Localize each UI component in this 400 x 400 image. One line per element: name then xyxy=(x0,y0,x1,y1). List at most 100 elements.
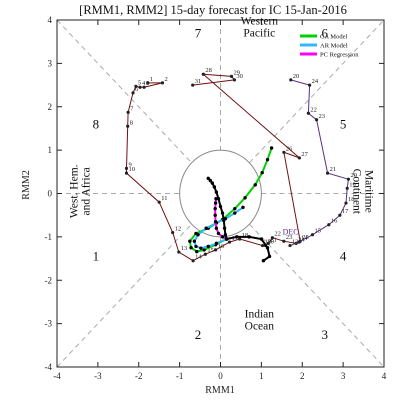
observed-point-jan xyxy=(308,83,312,87)
forecast-point xyxy=(214,241,219,246)
forecast-point xyxy=(253,183,257,187)
phase-number: 8 xyxy=(93,116,100,131)
region-label-line: Western xyxy=(241,16,279,28)
observed-point-label: 16 xyxy=(218,243,225,250)
observed-point-label-jan: 16 xyxy=(331,218,338,225)
observed-point-label-jan: 21 xyxy=(330,166,337,173)
observed-point-label-jan: 23 xyxy=(319,113,326,120)
legend-label: CA Model xyxy=(320,34,347,41)
forecast-point xyxy=(196,233,200,237)
forecast-point xyxy=(261,259,266,263)
observed-point xyxy=(261,243,265,248)
observed-point-jan xyxy=(327,223,331,227)
observed-point xyxy=(134,84,138,88)
observed-point-label-jan: 19 xyxy=(349,181,356,188)
forecast-point xyxy=(267,254,272,259)
forecast-point xyxy=(235,235,239,239)
forecast-point xyxy=(223,233,228,237)
forecast-point xyxy=(206,244,210,249)
phase-divider-line xyxy=(249,223,385,368)
forecast-point xyxy=(260,170,264,175)
observed-point-jan xyxy=(289,78,293,82)
forecast-point xyxy=(265,157,270,162)
x-tick-label: 3 xyxy=(341,371,346,381)
observed-point-label: 5 xyxy=(138,79,141,86)
forecast-point xyxy=(189,246,193,250)
observed-point-label-jan: 20 xyxy=(350,172,357,179)
observed-point-label: 24 xyxy=(298,236,305,243)
observed-point-jan xyxy=(338,213,342,217)
y-tick-label: -3 xyxy=(45,319,53,329)
observed-point-label: 7 xyxy=(130,105,134,112)
y-axis-label: RMM2 xyxy=(21,170,32,199)
observed-point-label: 13 xyxy=(181,245,188,252)
observed-point-label: 15 xyxy=(207,247,214,254)
observed-point-label: 31 xyxy=(195,78,202,85)
y-tick-label: -4 xyxy=(45,362,53,372)
observed-point xyxy=(124,166,129,170)
observed-point-label: 17 xyxy=(231,235,238,242)
forecast-point xyxy=(213,206,217,211)
forecast-point xyxy=(204,226,208,230)
x-axis-label: RMM1 xyxy=(205,385,234,396)
forecast-point xyxy=(218,204,223,209)
forecast-point xyxy=(214,190,219,194)
phase-number: 3 xyxy=(321,327,328,342)
observed-point-label: 22 xyxy=(274,231,281,238)
observed-point-jan xyxy=(297,240,301,244)
observed-point-jan xyxy=(346,177,351,181)
observed-point xyxy=(297,156,301,160)
y-tick-label: 1 xyxy=(48,145,53,155)
observed-point xyxy=(232,78,236,82)
phase-number: 6 xyxy=(321,25,328,40)
x-tick-label: 1 xyxy=(259,371,264,381)
observed-point-label: 26 xyxy=(286,145,293,152)
forecast-point xyxy=(233,211,237,215)
forecast-point xyxy=(241,205,245,210)
observed-point-label-jan: 18 xyxy=(348,196,355,203)
phase-number: 7 xyxy=(195,25,202,40)
phase-number: 4 xyxy=(340,249,347,264)
region-label-line: Pacific xyxy=(243,28,275,40)
observed-point xyxy=(157,200,161,204)
phase-number: 2 xyxy=(195,327,202,342)
x-tick-label: -1 xyxy=(176,371,184,381)
phase-number: 1 xyxy=(93,249,100,264)
region-label-line: Indian xyxy=(245,308,275,320)
forecast-point xyxy=(194,244,198,249)
phase-divider-line xyxy=(56,223,192,368)
observed-point-label-jan: 13 xyxy=(292,239,299,246)
x-tick-label: -2 xyxy=(135,371,143,381)
forecast-point xyxy=(188,239,192,243)
observed-point xyxy=(213,248,218,252)
forecast-point xyxy=(214,197,218,201)
forecast-point xyxy=(195,249,199,254)
observed-point-label: 18 xyxy=(242,232,249,239)
observed-point-label: 30 xyxy=(236,73,243,80)
observed-point xyxy=(126,110,130,114)
forecast-point xyxy=(208,178,212,183)
x-tick-label: -3 xyxy=(94,371,102,381)
x-tick-label: 0 xyxy=(218,371,223,381)
observed-point xyxy=(124,171,129,175)
phase-divider-line xyxy=(249,19,385,164)
forecast-point xyxy=(213,213,217,217)
forecast-point xyxy=(243,196,247,200)
observed-point-label: 6 xyxy=(135,86,139,93)
unit-circle xyxy=(179,149,262,238)
y-tick-label: 3 xyxy=(48,58,53,68)
observed-point xyxy=(131,91,135,95)
forecast-point xyxy=(216,197,221,201)
forecast-point xyxy=(214,226,219,230)
forecast-point xyxy=(222,218,226,223)
observed-point-label: 8 xyxy=(130,119,133,126)
forecast-point xyxy=(269,146,274,150)
observed-point-label: 2 xyxy=(164,76,167,83)
observed-point-label: 3 xyxy=(146,80,149,87)
observed-point-label: 1 xyxy=(150,76,153,83)
phase-divider-line xyxy=(56,19,192,164)
observed-point xyxy=(282,239,286,243)
